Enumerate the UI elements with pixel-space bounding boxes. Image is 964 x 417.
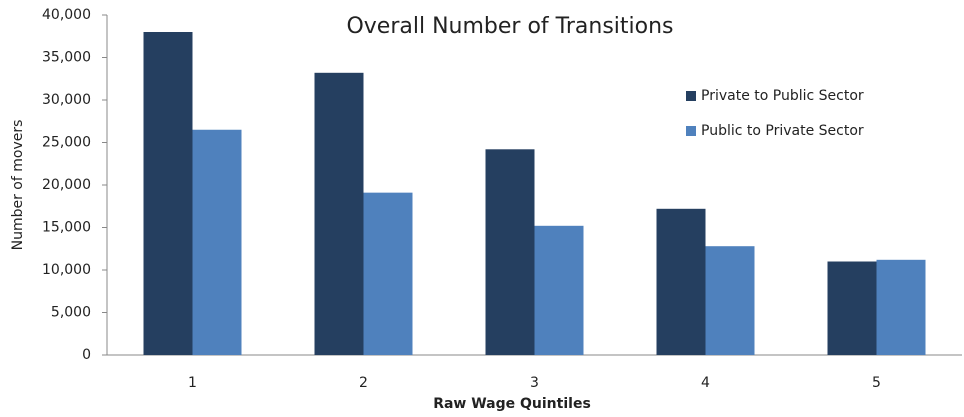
y-tick-label: 0 <box>82 347 91 363</box>
legend-label: Public to Private Sector <box>701 123 864 139</box>
bar <box>705 246 755 355</box>
y-tick-label: 25,000 <box>42 135 91 151</box>
x-tick-label: 4 <box>701 375 710 391</box>
bar <box>143 32 193 355</box>
bar <box>827 261 877 355</box>
bar <box>192 129 242 355</box>
y-tick-label: 10,000 <box>42 262 91 278</box>
x-tick-label: 5 <box>872 375 881 391</box>
bar <box>534 225 584 355</box>
x-tick-label: 1 <box>188 375 197 391</box>
x-axis-label: Raw Wage Quintiles <box>433 396 591 412</box>
y-tick-label: 20,000 <box>42 177 91 193</box>
y-tick-label: 30,000 <box>42 92 91 108</box>
legend-swatch <box>686 126 696 136</box>
bar <box>314 72 364 356</box>
bar <box>656 208 706 355</box>
y-tick-label: 15,000 <box>42 220 91 236</box>
y-tick-label: 35,000 <box>42 50 91 66</box>
chart-title: Overall Number of Transitions <box>346 14 673 39</box>
y-tick-label: 40,000 <box>42 7 91 23</box>
x-tick-label: 3 <box>530 375 539 391</box>
bar <box>485 149 535 355</box>
x-tick-label: 2 <box>359 375 368 391</box>
bar <box>363 192 413 355</box>
legend-swatch <box>686 91 696 101</box>
legend-label: Private to Public Sector <box>701 88 864 104</box>
y-axis-label: Number of movers <box>10 120 26 251</box>
y-tick-label: 5,000 <box>51 305 91 321</box>
bar <box>876 259 926 355</box>
